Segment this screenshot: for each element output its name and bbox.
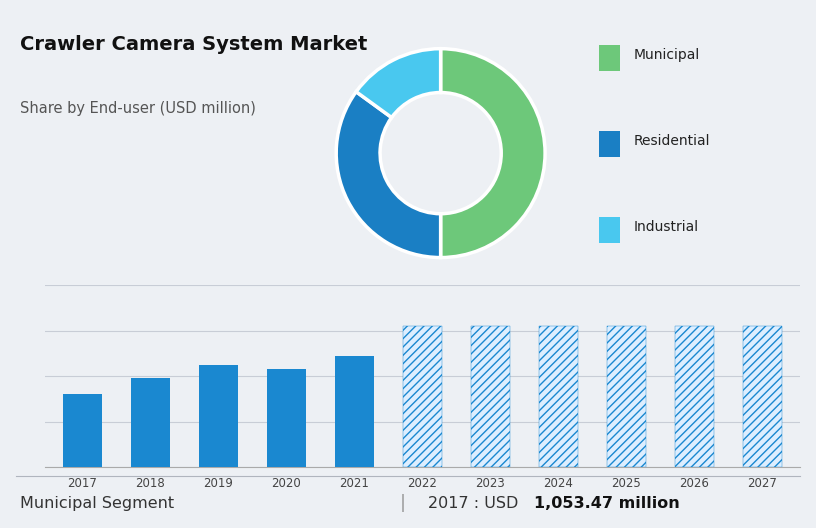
Text: |: | xyxy=(400,494,406,512)
FancyBboxPatch shape xyxy=(599,131,619,157)
Bar xyxy=(63,394,102,467)
Wedge shape xyxy=(441,49,545,258)
Bar xyxy=(471,326,510,467)
Bar xyxy=(402,326,442,467)
Text: Municipal Segment: Municipal Segment xyxy=(20,496,175,511)
Bar xyxy=(675,326,714,467)
Bar xyxy=(335,356,374,467)
Text: Industrial: Industrial xyxy=(633,220,698,234)
Text: Crawler Camera System Market: Crawler Camera System Market xyxy=(20,34,368,53)
Wedge shape xyxy=(356,49,441,118)
FancyBboxPatch shape xyxy=(599,217,619,243)
Bar xyxy=(131,379,170,467)
Bar xyxy=(198,365,238,467)
Text: 1,053.47 million: 1,053.47 million xyxy=(534,496,681,511)
Text: Municipal: Municipal xyxy=(633,48,699,62)
Bar xyxy=(267,370,306,467)
Bar xyxy=(743,326,782,467)
FancyBboxPatch shape xyxy=(599,44,619,71)
Text: 2017 : USD: 2017 : USD xyxy=(428,496,524,511)
Wedge shape xyxy=(336,92,441,258)
Bar xyxy=(606,326,646,467)
Bar xyxy=(539,326,578,467)
Text: Share by End-user (USD million): Share by End-user (USD million) xyxy=(20,101,256,116)
Text: Residential: Residential xyxy=(633,134,710,148)
